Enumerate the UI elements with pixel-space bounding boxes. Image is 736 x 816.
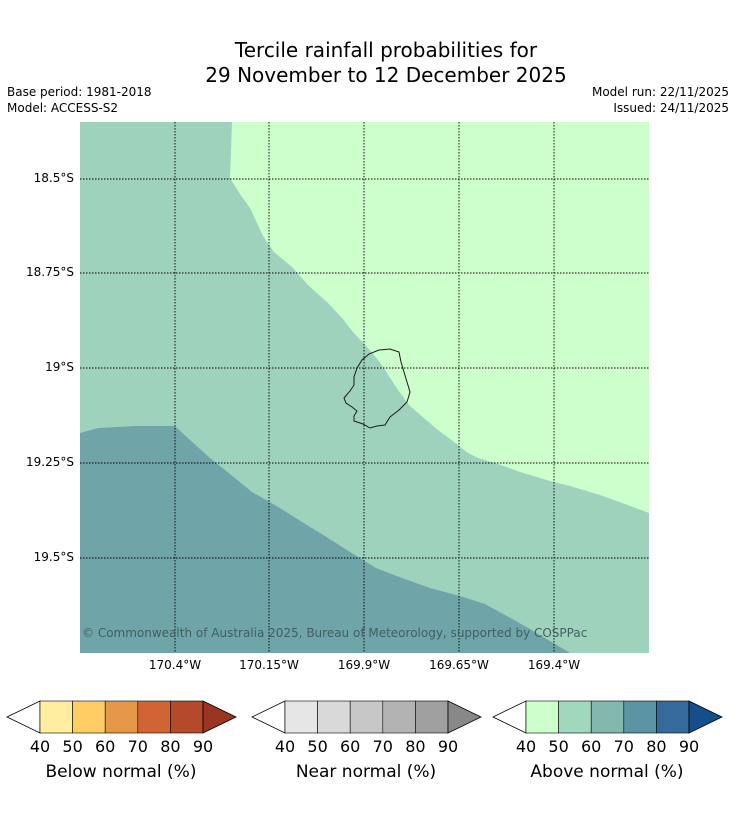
map-zone-above-60-70 — [80, 426, 570, 653]
colorbar-tick-label: 60 — [95, 737, 116, 756]
colorbar-tick-label: 60 — [340, 737, 361, 756]
colorbar-segment — [656, 700, 690, 734]
colorbar-segment — [415, 700, 449, 734]
colorbar-tick-label: 80 — [405, 737, 426, 756]
model-text: Model: ACCESS-S2 — [7, 101, 119, 115]
colorbar-tick-label: 70 — [372, 737, 393, 756]
map-svg — [80, 122, 649, 653]
colorbar-tick-label: 90 — [678, 737, 700, 756]
colorbar-segment — [104, 700, 139, 734]
colorbar-tick-label: 80 — [646, 737, 667, 756]
colorbar-below-title: Below normal (%) — [45, 762, 197, 782]
lat-label-19.5: 19.5°S — [33, 550, 74, 564]
colorbar-segment — [349, 700, 384, 734]
colorbar-under-triangle — [251, 700, 286, 734]
colorbar-above: 40 50 60 70 80 90 Above normal (%) — [492, 700, 723, 810]
colorbar-tick-label: 90 — [437, 737, 459, 756]
colorbar-segment — [284, 700, 318, 734]
lon-label-169.65: 169.65°W — [429, 658, 489, 672]
colorbar-segment — [170, 700, 204, 734]
colorbar-tick-label: 70 — [127, 737, 148, 756]
map-zone-above-40-50 — [230, 122, 649, 513]
colorbar-tick-label: 50 — [307, 737, 328, 756]
island-coastline — [343, 348, 411, 429]
copyright-notice: © Commonwealth of Australia 2025, Bureau… — [82, 626, 588, 640]
colorbar-tick-label: 80 — [160, 737, 181, 756]
colorbar-segment — [39, 700, 73, 734]
model-run-text: Model run: 22/11/2025 — [591, 85, 729, 99]
colorbar-under-triangle — [6, 700, 41, 734]
meta-left: Base period: 1981-2018 Model: ACCESS-S2 — [7, 84, 152, 116]
colorbar-segment — [137, 700, 171, 734]
colorbar-segment — [382, 700, 416, 734]
colorbar-near: 40 50 60 70 80 90 Near normal (%) — [251, 700, 482, 810]
title-line-1: Tercile rainfall probabilities for — [234, 38, 538, 62]
probability-map — [80, 122, 649, 653]
lon-label-170.15: 170.15°W — [239, 658, 299, 672]
colorbar-tick-label: 60 — [581, 737, 602, 756]
colorbar-tick-label: 50 — [548, 737, 569, 756]
colorbar-tick-label: 70 — [613, 737, 634, 756]
map-gridlines — [80, 122, 649, 653]
base-period-text: Base period: 1981-2018 — [7, 85, 152, 99]
colorbar-segment — [590, 700, 625, 734]
colorbar-segment — [317, 700, 351, 734]
lat-label-19.25: 19.25°S — [26, 455, 74, 469]
colorbar-over-triangle — [688, 700, 723, 734]
lon-label-169.9: 169.9°W — [337, 658, 391, 672]
colorbar-segment — [623, 700, 657, 734]
colorbar-near-title: Near normal (%) — [295, 762, 437, 782]
colorbar-tick-label: 40 — [274, 737, 296, 756]
lat-label-18.75: 18.75°S — [26, 265, 74, 279]
colorbar-near-svg — [251, 700, 482, 734]
colorbar-over-triangle — [202, 700, 237, 734]
meta-right: Model run: 22/11/2025 Issued: 24/11/2025 — [592, 84, 729, 116]
colorbar-tick-label: 40 — [29, 737, 51, 756]
colorbar-tick-label: 40 — [515, 737, 537, 756]
title-line-2: 29 November to 12 December 2025 — [205, 63, 567, 87]
issued-text: Issued: 24/11/2025 — [613, 101, 729, 115]
colorbar-segment — [72, 700, 106, 734]
colorbar-over-triangle — [447, 700, 482, 734]
lon-label-170.4: 170.4°W — [148, 658, 202, 672]
chart-title: Tercile rainfall probabilities for 29 No… — [0, 38, 736, 88]
colorbar-above-title: Above normal (%) — [530, 762, 684, 782]
lon-label-169.4: 169.4°W — [527, 658, 581, 672]
colorbar-above-svg — [492, 700, 723, 734]
colorbar-tick-label: 50 — [62, 737, 83, 756]
colorbar-below-svg — [6, 700, 237, 734]
colorbar-under-triangle — [492, 700, 527, 734]
lat-label-18.5: 18.5°S — [33, 171, 74, 185]
colorbar-segment — [558, 700, 592, 734]
colorbar-below: 40 50 60 70 80 90 Below normal (%) — [6, 700, 237, 810]
colorbar-segment — [525, 700, 559, 734]
colorbar-tick-label: 90 — [192, 737, 214, 756]
lat-label-19: 19°S — [45, 360, 74, 374]
